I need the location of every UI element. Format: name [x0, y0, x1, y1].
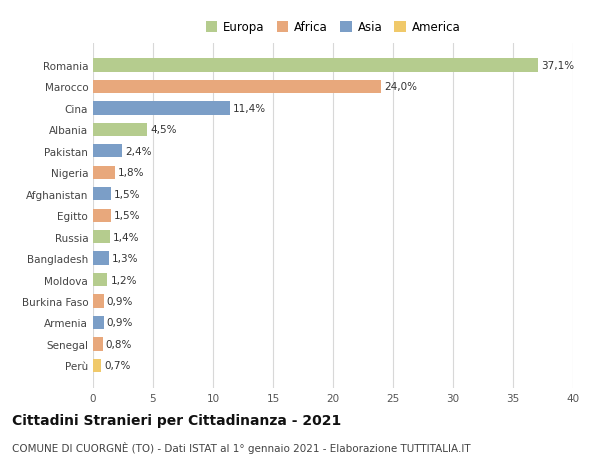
- Text: 1,8%: 1,8%: [118, 168, 144, 178]
- Bar: [93, 188, 111, 201]
- Bar: [93, 81, 381, 94]
- Text: 11,4%: 11,4%: [233, 104, 266, 114]
- Bar: [93, 316, 104, 330]
- Bar: [93, 145, 122, 158]
- Bar: [93, 273, 107, 286]
- Text: 1,5%: 1,5%: [114, 189, 140, 199]
- Text: 24,0%: 24,0%: [384, 82, 417, 92]
- Text: 1,2%: 1,2%: [110, 275, 137, 285]
- Text: 37,1%: 37,1%: [541, 61, 574, 71]
- Bar: [93, 295, 104, 308]
- Text: Cittadini Stranieri per Cittadinanza - 2021: Cittadini Stranieri per Cittadinanza - 2…: [12, 413, 341, 427]
- Bar: [93, 252, 109, 265]
- Bar: [93, 359, 101, 372]
- Bar: [93, 209, 111, 222]
- Text: 0,8%: 0,8%: [106, 339, 132, 349]
- Legend: Europa, Africa, Asia, America: Europa, Africa, Asia, America: [205, 21, 461, 34]
- Text: 1,5%: 1,5%: [114, 211, 140, 221]
- Text: 0,9%: 0,9%: [107, 297, 133, 306]
- Bar: [93, 123, 147, 137]
- Text: 4,5%: 4,5%: [150, 125, 176, 135]
- Text: 0,7%: 0,7%: [104, 361, 131, 370]
- Bar: [93, 102, 230, 115]
- Bar: [93, 166, 115, 179]
- Text: 2,4%: 2,4%: [125, 146, 151, 157]
- Bar: [93, 59, 538, 73]
- Bar: [93, 230, 110, 244]
- Text: COMUNE DI CUORGNÈ (TO) - Dati ISTAT al 1° gennaio 2021 - Elaborazione TUTTITALIA: COMUNE DI CUORGNÈ (TO) - Dati ISTAT al 1…: [12, 441, 470, 453]
- Text: 0,9%: 0,9%: [107, 318, 133, 328]
- Bar: [93, 337, 103, 351]
- Text: 1,4%: 1,4%: [113, 232, 139, 242]
- Text: 1,3%: 1,3%: [112, 253, 138, 263]
